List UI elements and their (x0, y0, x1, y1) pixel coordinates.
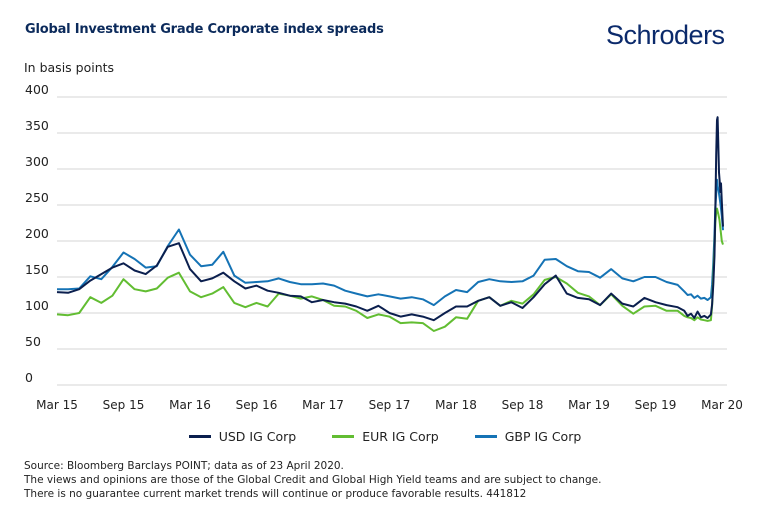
footer-notes: Source: Bloomberg Barclays POINT; data a… (24, 459, 601, 501)
y-tick-label: 0 (25, 370, 33, 385)
y-tick-label: 250 (25, 190, 49, 205)
legend-item-usd: USD IG Corp (188, 429, 297, 444)
legend-swatch-eur (332, 435, 355, 438)
x-tick-label: Sep 18 (502, 398, 544, 412)
legend-item-eur: EUR IG Corp (332, 429, 439, 444)
legend: USD IG Corp EUR IG Corp GBP IG Corp (0, 429, 770, 444)
x-tick-label: Sep 15 (103, 398, 145, 412)
legend-label-eur: EUR IG Corp (362, 429, 439, 444)
series-line-gbp (57, 178, 724, 307)
legend-label-gbp: GBP IG Corp (504, 429, 582, 444)
y-tick-label: 50 (25, 334, 41, 349)
legend-item-gbp: GBP IG Corp (474, 429, 582, 444)
y-tick-label: 200 (25, 226, 49, 241)
y-tick-label: 400 (25, 82, 49, 97)
y-tick-label: 350 (25, 118, 49, 133)
footer-disclaimer-guarantee: There is no guarantee current market tre… (24, 488, 527, 500)
y-axis-unit-label: In basis points (24, 60, 115, 75)
legend-swatch-usd (188, 435, 211, 438)
y-tick-label: 300 (25, 154, 49, 169)
x-tick-label: Mar 18 (435, 398, 477, 412)
y-tick-label: 150 (25, 262, 49, 277)
series-line-usd (56, 116, 724, 322)
y-tick-label: 100 (25, 298, 49, 313)
gridlines (57, 96, 727, 386)
x-tick-label: Mar 20 (701, 398, 743, 412)
legend-label-usd: USD IG Corp (218, 429, 297, 444)
x-tick-label: Mar 16 (169, 398, 211, 412)
schroders-logo: Schroders (606, 20, 725, 50)
x-tick-label: Sep 17 (369, 398, 411, 412)
x-tick-label: Mar 19 (568, 398, 610, 412)
x-tick-label: Sep 19 (635, 398, 677, 412)
x-tick-label: Mar 15 (36, 398, 78, 412)
footer-disclaimer-views: The views and opinions are those of the … (24, 474, 602, 486)
y-axis-ticks: 0 50 100 150 200 250 300 350 400 (25, 82, 49, 385)
series-lines (56, 116, 724, 332)
legend-swatch-gbp (474, 435, 497, 438)
x-tick-label: Mar 17 (302, 398, 344, 412)
x-tick-label: Sep 16 (236, 398, 278, 412)
footer-source: Source: Bloomberg Barclays POINT; data a… (24, 460, 344, 472)
x-axis-ticks: Mar 15 Sep 15 Mar 16 Sep 16 Mar 17 Sep 17 Mar … (36, 398, 743, 412)
chart-title: Global Investment Grade Corporate index … (25, 22, 384, 37)
